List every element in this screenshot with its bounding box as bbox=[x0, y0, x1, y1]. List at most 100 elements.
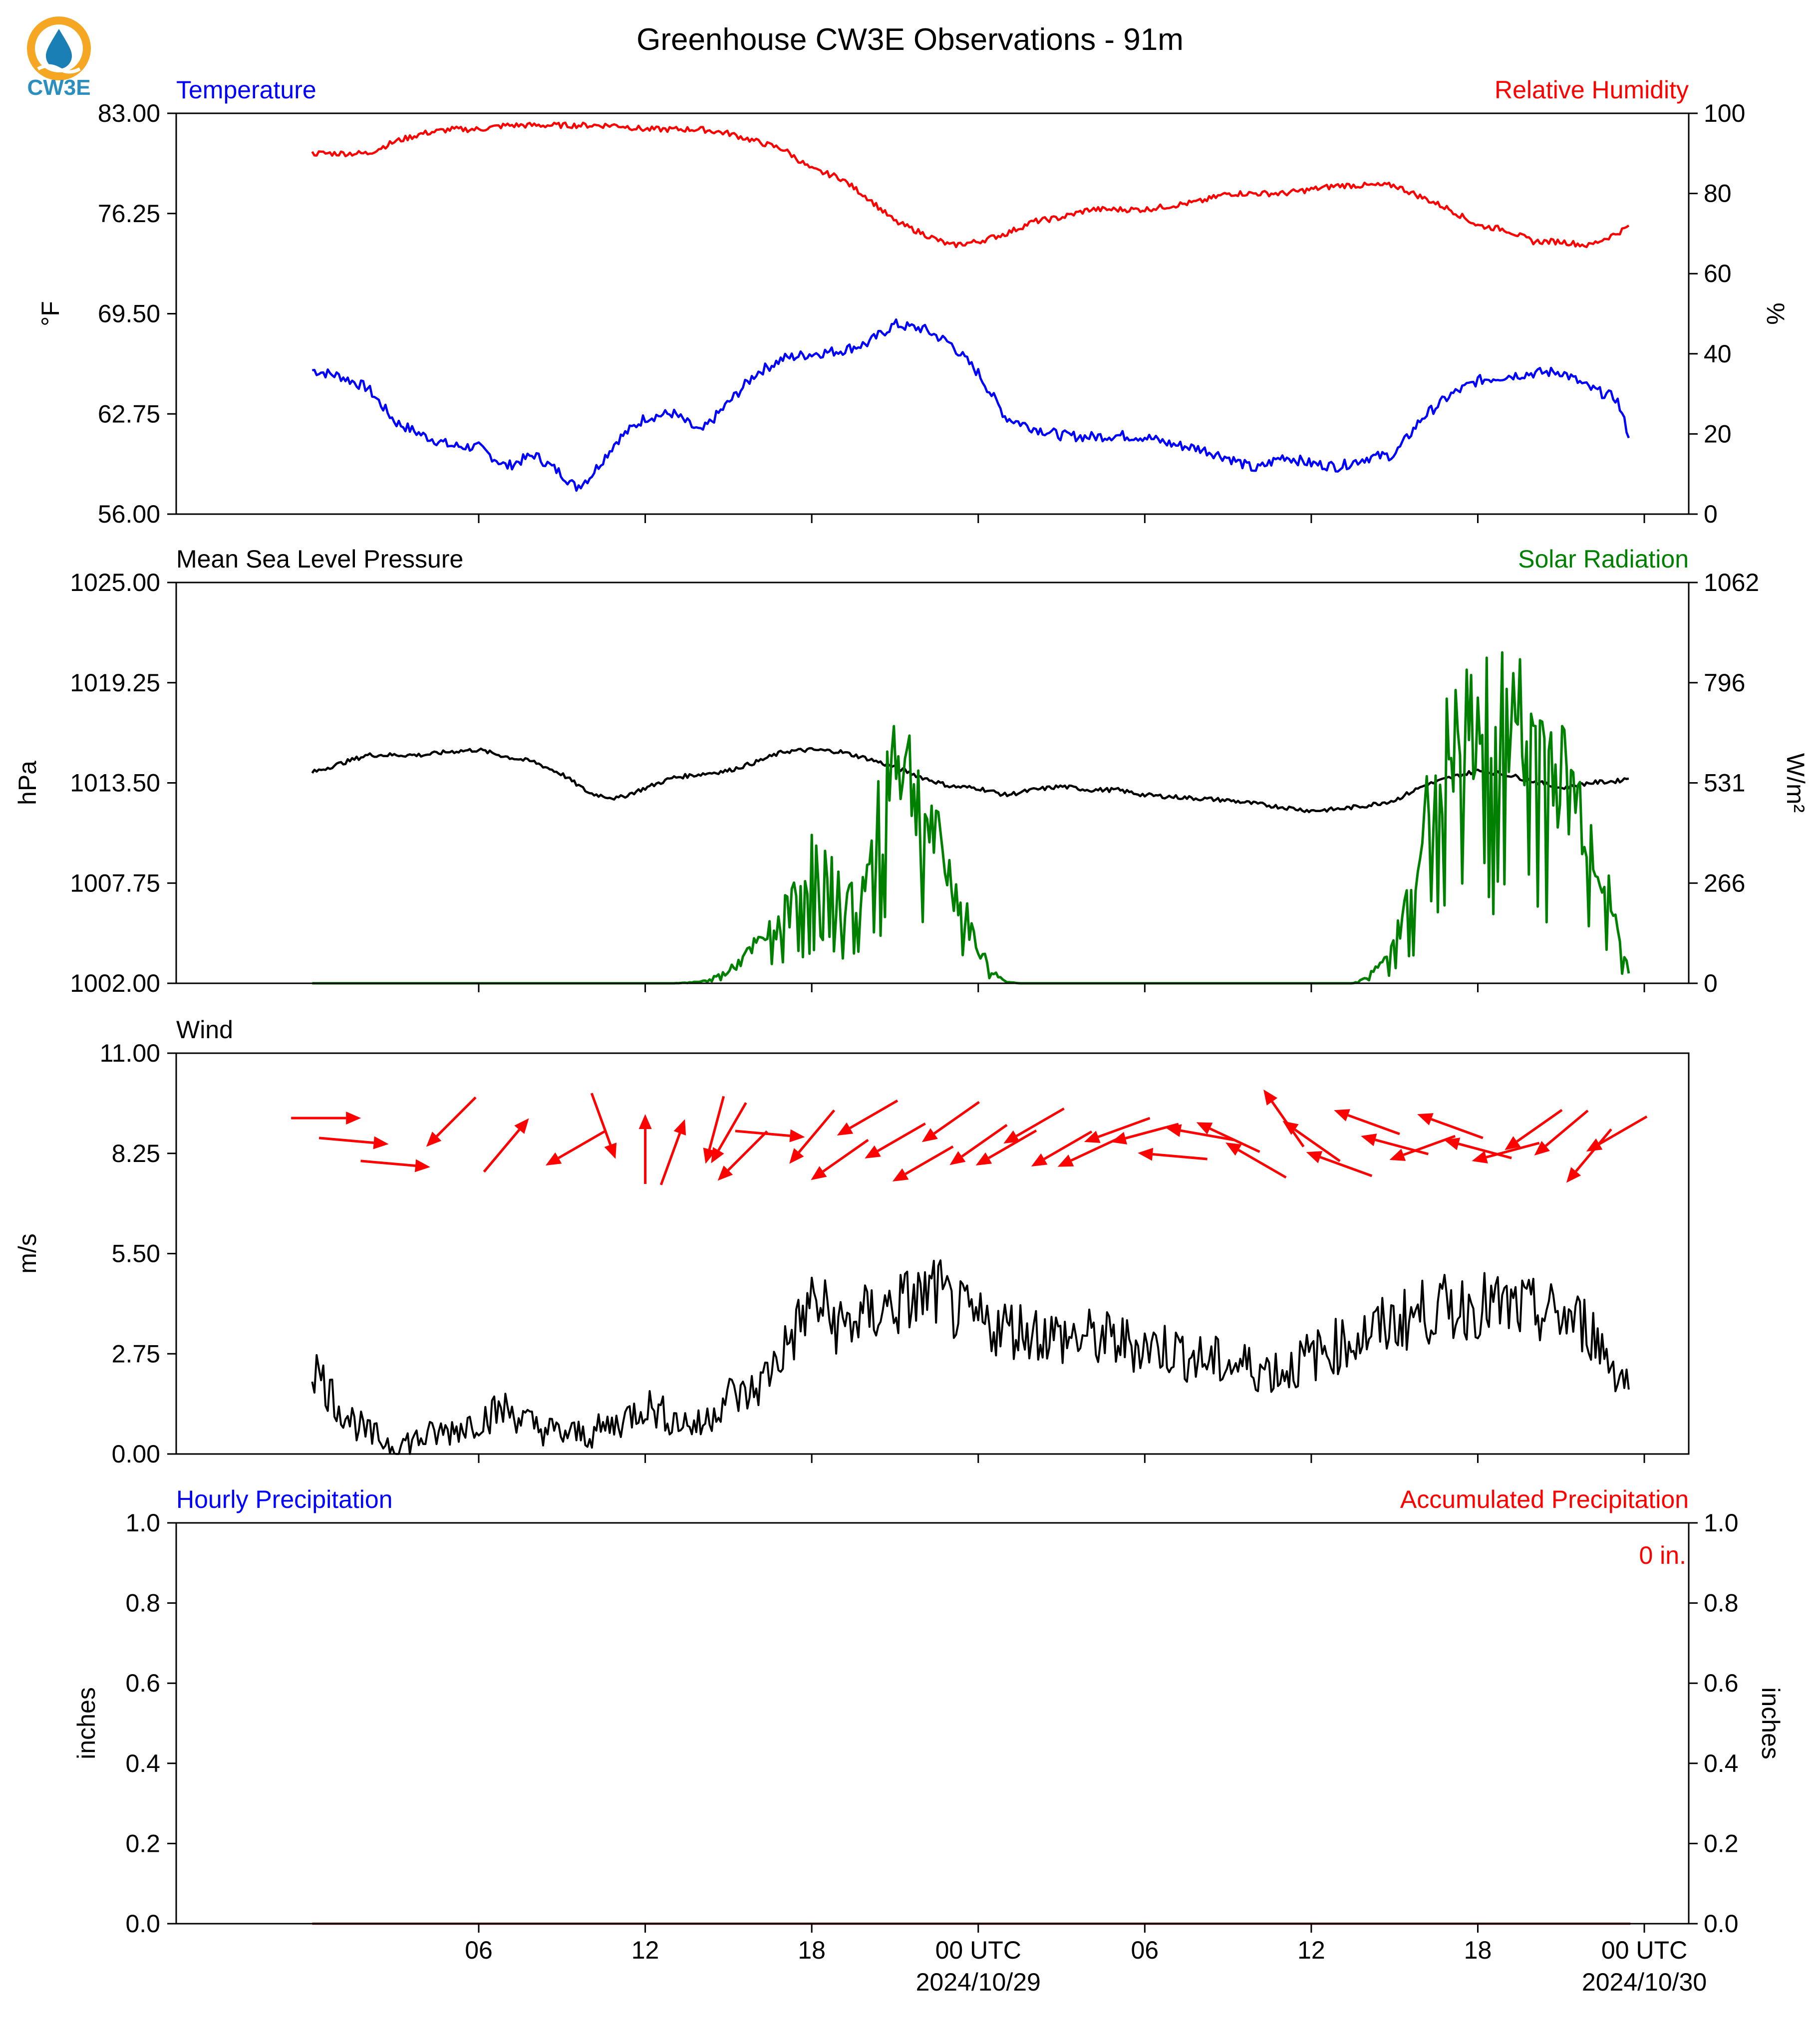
panel-left-title: Mean Sea Level Pressure bbox=[176, 545, 463, 573]
series-1-1 bbox=[312, 318, 1630, 492]
y-tick-label: 69.50 bbox=[98, 300, 160, 328]
wind-arrow bbox=[837, 1099, 899, 1136]
wind-arrow bbox=[659, 1119, 686, 1185]
y-axis-label: m/s bbox=[13, 1233, 41, 1274]
wind-arrow bbox=[789, 1109, 836, 1164]
y-right-tick-label: 40 bbox=[1704, 340, 1732, 368]
y-tick-label: 5.50 bbox=[112, 1240, 160, 1268]
x-tick-label: 06 bbox=[1131, 1936, 1159, 1964]
y-right-tick-label: 60 bbox=[1704, 260, 1732, 288]
series-3-1 bbox=[311, 1259, 1630, 1455]
x-tick-label: 12 bbox=[1297, 1936, 1325, 1964]
y-tick-label: 1013.50 bbox=[70, 769, 160, 797]
wind-arrow bbox=[711, 1102, 747, 1163]
y-tick-label: 1.0 bbox=[125, 1509, 160, 1537]
panel-right-title: Relative Humidity bbox=[1495, 76, 1689, 104]
y-right-tick-label: 1.0 bbox=[1704, 1509, 1739, 1537]
wind-arrow bbox=[1138, 1148, 1208, 1161]
x-tick-label: 18 bbox=[798, 1936, 826, 1964]
wind-arrow bbox=[638, 1114, 652, 1184]
x-tick-label: 06 bbox=[465, 1936, 493, 1964]
wind-arrow bbox=[717, 1130, 768, 1181]
wind-arrow bbox=[360, 1159, 430, 1172]
y-tick-label: 0.6 bbox=[125, 1669, 160, 1697]
series-line bbox=[311, 1259, 1630, 1455]
wind-arrow bbox=[1361, 1134, 1429, 1156]
panel-right-title: Solar Radiation bbox=[1518, 545, 1689, 573]
wind-arrow bbox=[892, 1145, 954, 1181]
y-tick-label: 0.0 bbox=[125, 1910, 160, 1938]
y-tick-label: 76.25 bbox=[98, 200, 160, 228]
y-tick-label: 0.00 bbox=[112, 1440, 160, 1468]
wind-arrow bbox=[546, 1129, 607, 1165]
wind-arrow bbox=[483, 1118, 529, 1173]
y-right-tick-label: 266 bbox=[1704, 869, 1745, 897]
y-tick-label: 1002.00 bbox=[70, 969, 160, 997]
y-right-tick-label: 1062 bbox=[1704, 569, 1759, 596]
wind-arrow bbox=[1282, 1121, 1341, 1162]
wind-arrow bbox=[975, 1129, 1037, 1165]
plot-frame bbox=[175, 1522, 1690, 1925]
y-tick-label: 8.25 bbox=[112, 1140, 160, 1167]
precip-total-annotation: 0 in. bbox=[1639, 1541, 1686, 1569]
wind-arrow bbox=[921, 1101, 980, 1143]
y-tick-label: 56.00 bbox=[98, 500, 160, 528]
y-tick-label: 11.00 bbox=[100, 1039, 160, 1067]
x-date-label: 2024/10/30 bbox=[1582, 1968, 1707, 1996]
wind-arrow bbox=[426, 1096, 477, 1147]
wind-arrows bbox=[291, 1089, 1648, 1185]
wind-arrow bbox=[735, 1129, 805, 1143]
x-tick-label: 12 bbox=[631, 1936, 659, 1964]
logo-wave-icon bbox=[37, 64, 81, 74]
y-right-tick-label: 0.8 bbox=[1704, 1589, 1739, 1617]
x-tick-label: 00 UTC bbox=[935, 1936, 1021, 1964]
panel-3: 11.00 8.25 5.50 2.75 0.00 Wind m/s bbox=[13, 1016, 1690, 1468]
y-right-tick-label: 531 bbox=[1704, 769, 1745, 797]
wind-arrow bbox=[865, 1122, 926, 1159]
wind-arrow bbox=[1166, 1124, 1235, 1142]
y-tick-label: 1025.00 bbox=[70, 569, 160, 596]
y-tick-label: 2.75 bbox=[112, 1340, 160, 1368]
wind-arrow bbox=[811, 1139, 869, 1180]
y-tick-label: 83.00 bbox=[98, 99, 160, 127]
wind-arrow bbox=[1417, 1113, 1484, 1140]
series-line bbox=[312, 318, 1630, 492]
logo-ring bbox=[27, 16, 91, 80]
wind-arrow bbox=[1111, 1123, 1179, 1145]
y-right-axis-label: % bbox=[1762, 302, 1790, 324]
y-axis-label: °F bbox=[36, 301, 64, 326]
panel-2: 1025.00 1019.25 1013.50 1007.75 1002.00 1062 7… bbox=[13, 545, 1810, 997]
wind-arrow bbox=[1084, 1117, 1151, 1143]
y-tick-label: 0.4 bbox=[125, 1749, 160, 1777]
y-right-tick-label: 0.2 bbox=[1704, 1829, 1739, 1857]
logo-drop-icon bbox=[46, 29, 72, 69]
series-line bbox=[311, 121, 1630, 249]
panel-1: 83.00 76.25 69.50 62.75 56.00 100 80 60 40 20 0 Tem… bbox=[36, 76, 1790, 528]
wind-arrow bbox=[1586, 1115, 1648, 1152]
panel-right-title: Accumulated Precipitation bbox=[1400, 1485, 1689, 1513]
y-axis-label: hPa bbox=[13, 761, 41, 805]
y-right-tick-label: 0 bbox=[1704, 500, 1718, 528]
wind-arrow bbox=[1334, 1109, 1400, 1136]
series-1-2 bbox=[311, 121, 1630, 249]
y-tick-label: 0.8 bbox=[125, 1589, 160, 1617]
y-right-tick-label: 0.4 bbox=[1704, 1749, 1739, 1777]
y-tick-label: 1007.75 bbox=[70, 869, 160, 897]
wind-arrow bbox=[1534, 1110, 1589, 1156]
y-axis-label: inches bbox=[72, 1687, 100, 1759]
y-right-tick-label: 0.6 bbox=[1704, 1669, 1739, 1697]
wind-arrow bbox=[1444, 1138, 1512, 1159]
wind-arrow bbox=[590, 1093, 617, 1159]
wind-arrow bbox=[1003, 1107, 1065, 1144]
wind-arrow bbox=[949, 1124, 1008, 1165]
y-right-axis-label: W/m² bbox=[1782, 753, 1810, 813]
y-right-tick-label: 0 bbox=[1704, 969, 1718, 997]
panel-left-title: Temperature bbox=[176, 76, 316, 104]
x-date-label: 2024/10/29 bbox=[916, 1968, 1041, 1996]
y-tick-label: 0.2 bbox=[125, 1829, 160, 1857]
y-tick-label: 62.75 bbox=[98, 400, 160, 428]
panel-left-title: Wind bbox=[176, 1016, 233, 1044]
wind-arrow bbox=[1196, 1122, 1260, 1153]
y-right-tick-label: 0.0 bbox=[1704, 1910, 1739, 1938]
